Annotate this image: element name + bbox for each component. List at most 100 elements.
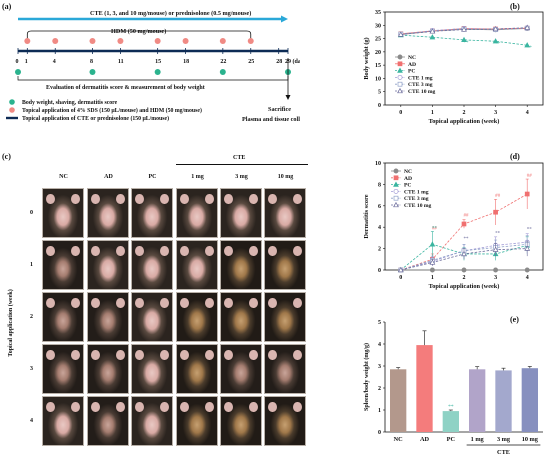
mouse-dorsal-skin-photo <box>176 396 218 446</box>
data-point <box>429 28 436 34</box>
legend-label: PC <box>404 183 411 189</box>
y-tick-label: 10 <box>375 161 381 167</box>
mouse-ear <box>116 349 125 361</box>
legend-label: CTE 10 mg <box>408 89 436 95</box>
hdm-dot <box>154 38 161 44</box>
hdm-dot <box>89 38 96 44</box>
significance-mark: ## <box>495 194 501 199</box>
y-tick-label: 10 <box>375 76 381 82</box>
data-point <box>429 259 436 265</box>
y-tick-label: 4 <box>378 225 381 231</box>
x-tick-label: 1 mg <box>471 436 485 443</box>
data-point <box>397 81 403 87</box>
significance-mark: ** <box>464 41 470 46</box>
photo-column-label: NC <box>59 174 68 180</box>
day-label: 28 <box>276 59 282 65</box>
mouse-dorsal-skin-photo <box>264 188 306 238</box>
hdm-dot <box>52 38 59 44</box>
data-point <box>524 245 531 251</box>
mouse-ear <box>116 245 125 257</box>
mouse-ear <box>91 401 100 413</box>
mouse-ear <box>160 245 169 257</box>
mouse-ear <box>293 401 302 413</box>
data-point <box>397 67 403 73</box>
significance-mark: ** <box>464 237 470 242</box>
panel-a-tag: (a) <box>2 2 12 11</box>
x-tick-label: 4 <box>526 275 529 281</box>
evaluation-dot <box>154 69 161 75</box>
mouse-ear <box>224 297 233 309</box>
mouse-ear <box>249 245 258 257</box>
x-tick-label: 0 <box>399 110 402 116</box>
day-label: 0 <box>16 59 19 65</box>
mouse-ear <box>180 245 189 257</box>
photo-rows-axis-label: Topical application (week) <box>8 289 14 357</box>
day-label: 29 (days) <box>285 58 300 65</box>
mouse-ear <box>268 349 277 361</box>
photo-column-label: 1 mg <box>191 174 204 180</box>
photo-column-label: AD <box>104 174 113 180</box>
y-axis-label: Body weight (g) <box>363 37 370 79</box>
photo-row-label: 4 <box>30 418 33 424</box>
mouse-ear <box>268 193 277 205</box>
mouse-ear <box>116 401 125 413</box>
mouse-ear <box>116 193 125 205</box>
x-tick-label: 10 mg <box>522 436 539 443</box>
mouse-ear <box>205 349 214 361</box>
hdm-dot <box>117 38 124 44</box>
cte-arrow-head <box>281 15 288 23</box>
day-label: 4 <box>53 59 56 65</box>
mouse-ear <box>46 349 55 361</box>
significance-mark: ## <box>432 226 438 231</box>
mouse-dorsal-skin-photo <box>220 396 262 446</box>
legend-text: Topical application of 4% SDS (150 μL/mo… <box>22 107 202 114</box>
cte-group-header: CTE <box>233 155 246 161</box>
mouse-ear <box>91 349 100 361</box>
y-tick-label: 35 <box>375 10 381 16</box>
data-point <box>393 188 399 194</box>
body-weight-chart: 0 5 10 15 20 25 30 35 0 1 2 3 4 Topical application (… <box>363 10 544 125</box>
mouse-ear <box>249 193 258 205</box>
mouse-ear <box>135 349 144 361</box>
mouse-dorsal-skin-photo <box>42 292 84 342</box>
x-tick-label: 1 <box>431 110 434 116</box>
photo-row-label: 3 <box>30 366 33 372</box>
data-point <box>393 181 399 187</box>
mouse-ear <box>91 245 100 257</box>
photo-row-label: 2 <box>30 314 33 320</box>
data-point <box>461 221 467 227</box>
mouse-ear <box>135 401 144 413</box>
legend-label: CTE 10 mg <box>404 203 432 209</box>
x-tick-label: 3 <box>494 110 497 116</box>
mouse-ear <box>160 349 169 361</box>
bar <box>416 345 433 432</box>
legend-dot <box>9 99 15 105</box>
significance-mark: ** <box>527 46 533 51</box>
day-label: 22 <box>220 59 226 65</box>
series-line <box>400 34 528 46</box>
x-tick-label: PC <box>447 436 456 443</box>
x-axis-label: Topical application (week) <box>429 118 500 125</box>
legend-label: NC <box>408 55 416 61</box>
legend-label: CTE 1 mg <box>404 189 429 195</box>
mouse-dorsal-skin-photo <box>87 292 129 342</box>
x-tick-label: 1 <box>431 275 434 281</box>
y-tick-label: 2 <box>378 247 381 253</box>
sacrifice-arrow-head <box>285 95 291 100</box>
data-point <box>461 250 467 257</box>
x-axis-label: Topical application (week) <box>429 283 500 290</box>
y-tick-label: 0 <box>378 430 381 436</box>
legend-dot <box>9 107 15 113</box>
data-point <box>524 267 530 273</box>
photo-row-label: 0 <box>30 210 33 216</box>
mouse-ear <box>180 401 189 413</box>
data-point <box>524 24 531 30</box>
y-tick-label: 15 <box>375 63 381 69</box>
hdm-bracket <box>26 30 252 40</box>
x-tick-label: NC <box>394 436 404 443</box>
data-point <box>393 195 399 201</box>
photo-column-label: 3 mg <box>235 174 248 180</box>
hdm-dot <box>247 38 254 44</box>
photo-grid: CTE NC AD PC 1 mg 3 mg 10 mg Topical applicatio… <box>0 150 308 465</box>
mouse-ear <box>180 349 189 361</box>
